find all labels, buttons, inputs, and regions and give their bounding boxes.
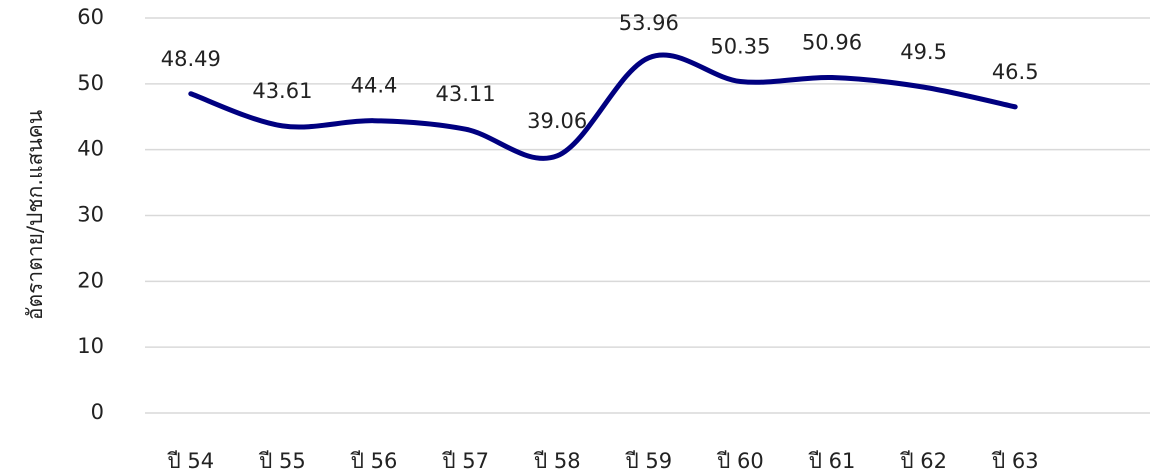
y-tick-label: 60 <box>77 5 104 29</box>
y-axis-label: อัตราตาย/ปชก.แสนคน <box>23 110 47 320</box>
y-tick-label: 20 <box>77 268 104 292</box>
data-label: 53.96 <box>619 11 679 35</box>
data-label: 43.61 <box>252 79 312 103</box>
data-label: 43.11 <box>436 82 496 106</box>
data-label: 44.4 <box>351 74 398 98</box>
y-tick-label: 0 <box>91 400 104 424</box>
data-label: 48.49 <box>161 47 221 71</box>
x-tick-label: ปี 59 <box>625 449 672 473</box>
x-tick-label: ปี 62 <box>900 449 947 473</box>
data-label: 50.35 <box>710 35 770 59</box>
line <box>188 52 1018 161</box>
y-tick-label: 50 <box>77 71 104 95</box>
y-tick-label: 40 <box>77 137 104 161</box>
x-tick-label: ปี 61 <box>808 449 855 473</box>
data-label: 49.5 <box>900 40 947 64</box>
y-tick-label: 30 <box>77 203 104 227</box>
x-tick-label: ปี 63 <box>991 449 1038 473</box>
x-tick-label: ปี 56 <box>350 449 397 473</box>
x-tick-label: ปี 55 <box>258 449 305 473</box>
x-tick-label: ปี 57 <box>442 449 489 473</box>
data-label: 50.96 <box>802 31 862 55</box>
data-label: 39.06 <box>527 109 587 133</box>
x-tick-label: ปี 58 <box>533 449 580 473</box>
y-tick-label: 10 <box>77 334 104 358</box>
x-tick-label: ปี 60 <box>716 449 763 473</box>
x-tick-label: ปี 54 <box>167 449 214 473</box>
data-label: 46.5 <box>992 60 1039 84</box>
